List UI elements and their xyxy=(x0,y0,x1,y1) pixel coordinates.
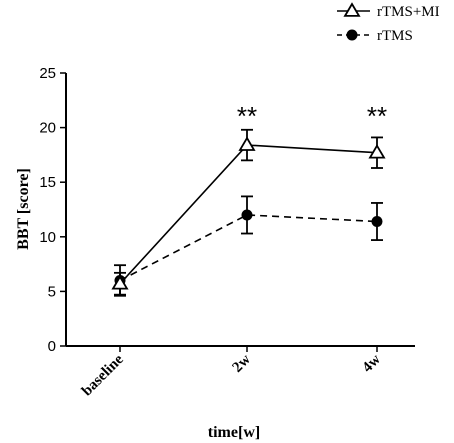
data-point xyxy=(368,143,386,159)
significance-marker: ** xyxy=(237,101,257,131)
data-point xyxy=(343,2,361,17)
legend-entry: rTMS xyxy=(337,28,413,44)
legend-entry: rTMS+MI xyxy=(337,2,440,20)
y-tick-label: 5 xyxy=(48,283,56,300)
annotation-layer: ** ** xyxy=(237,101,387,131)
y-tick-label: 10 xyxy=(39,229,56,246)
significance-marker: ** xyxy=(367,101,387,131)
data-point xyxy=(346,29,358,41)
legend: rTMS+MI rTMS xyxy=(337,2,440,44)
y-tick-label: 15 xyxy=(39,174,56,191)
x-tick-label: baseline xyxy=(79,351,127,399)
data-point xyxy=(241,209,253,221)
legend-label: rTMS xyxy=(377,28,413,44)
y-tick-label: 0 xyxy=(48,338,56,355)
x-tick-label: 4w xyxy=(360,351,384,375)
x-tick-label: 2w xyxy=(230,351,254,375)
data-point xyxy=(371,216,383,228)
data-point xyxy=(111,274,129,290)
legend-label: rTMS+MI xyxy=(377,4,440,20)
y-axis-title: BBT [score] xyxy=(15,168,32,250)
data-point xyxy=(238,136,256,151)
x-axis-title: time[w] xyxy=(208,424,260,441)
series-line xyxy=(119,214,378,282)
series-layer xyxy=(111,128,386,297)
y-tick-label: 20 xyxy=(39,120,56,137)
axes: 0 5 10 15 20 25 baseline 2w 4w xyxy=(39,65,415,399)
y-tick-label: 25 xyxy=(39,65,56,82)
series-rtms-mi xyxy=(111,128,386,296)
